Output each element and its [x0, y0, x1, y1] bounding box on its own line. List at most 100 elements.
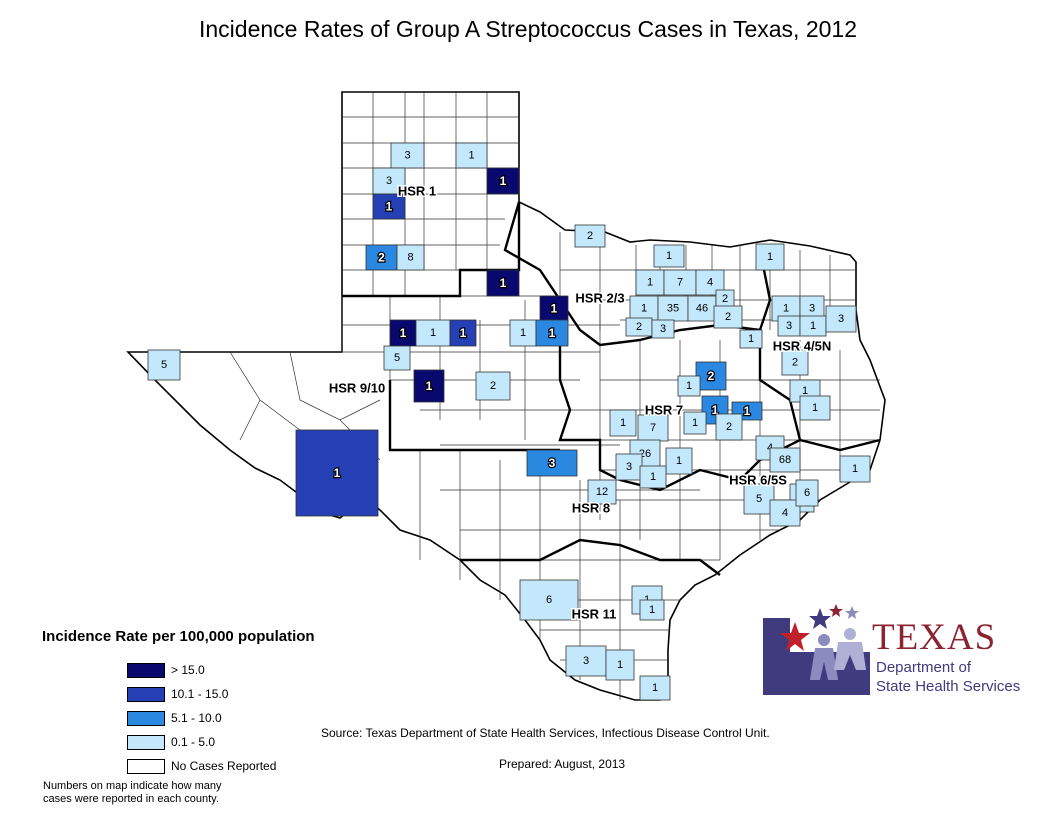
county-fill: [769, 447, 801, 473]
county-case-count: 1: [686, 380, 692, 392]
county-case-count: 68: [779, 454, 791, 466]
county-61: 6: [795, 479, 819, 507]
county-44: 1: [799, 395, 831, 421]
county-case-count: 1: [460, 326, 467, 340]
county-case-count: 1: [500, 174, 507, 188]
county-11: 7: [663, 269, 697, 296]
county-fill: [565, 645, 607, 677]
legend: Incidence Rate per 100,000 population > …: [40, 628, 380, 774]
county-fill: [390, 142, 425, 169]
county-case-count: 3: [809, 303, 815, 315]
legend-title: Incidence Rate per 100,000 population: [42, 628, 315, 645]
county-case-count: 1: [468, 150, 474, 162]
legend-swatch: [127, 734, 165, 750]
county-case-count: 1: [641, 303, 647, 315]
region-label: HSR 1: [398, 184, 436, 199]
source-text: Source: Texas Department of State Health…: [321, 726, 770, 740]
county-fill: [449, 319, 477, 347]
county-case-count: 1: [617, 659, 623, 671]
region-label: HSR 9/10: [329, 381, 385, 396]
county-35: 5: [147, 349, 181, 381]
county-fill: [665, 447, 693, 475]
county-fill: [383, 345, 411, 371]
county-case-count: 8: [407, 252, 413, 264]
legend-items: > 15.0 10.1 - 15.0 5.1 - 10.0 0.1 - 5.0 No C…: [127, 658, 276, 778]
county-case-count: 1: [852, 463, 858, 475]
county-case-count: 1: [666, 250, 672, 262]
county-7: 1: [486, 269, 520, 297]
county-30: 3: [777, 315, 801, 337]
county-fill: [486, 167, 520, 195]
county-fill: [365, 244, 398, 271]
county-52: 3: [526, 449, 578, 477]
county-case-count: 35: [667, 303, 679, 315]
legend-item: > 15.0: [127, 658, 276, 682]
county-5: 2: [365, 244, 398, 271]
county-fill: [639, 675, 671, 701]
county-fill: [755, 243, 785, 271]
county-case-count: 3: [660, 323, 666, 335]
county-fill: [486, 269, 520, 297]
county-fill: [651, 319, 675, 339]
county-13: 1: [755, 243, 785, 271]
county-case-count: 1: [520, 327, 526, 339]
county-case-count: 2: [792, 357, 798, 369]
county-53: 1: [295, 429, 379, 517]
county-case-count: 5: [161, 359, 167, 371]
county-case-count: 3: [386, 175, 392, 187]
county-64: 1: [639, 599, 665, 621]
county-fill: [795, 479, 819, 507]
county-case-count: 3: [583, 655, 589, 667]
county-case-count: 1: [748, 333, 754, 345]
county-fill: [475, 371, 511, 401]
county-case-count: 2: [722, 293, 728, 305]
county-case-count: 1: [549, 326, 556, 340]
county-case-count: 7: [677, 277, 683, 289]
county-31: 1: [799, 315, 827, 337]
county-case-count: 1: [767, 251, 773, 263]
county-fill: [683, 411, 707, 435]
region-label: HSR 8: [572, 501, 610, 516]
county-fill: [639, 465, 667, 489]
county-9: 1: [653, 244, 685, 268]
county-10: 1: [635, 269, 665, 296]
county-fill: [574, 224, 606, 248]
county-fill: [639, 599, 665, 621]
county-20: 2: [713, 305, 743, 329]
legend-swatch: [127, 686, 165, 702]
county-fill: [587, 479, 617, 505]
county-8: 2: [574, 224, 606, 248]
county-case-count: 1: [400, 326, 407, 340]
county-fill: [839, 455, 871, 483]
county-47: 1: [683, 411, 707, 435]
county-case-count: 1: [430, 327, 436, 339]
county-case-count: 12: [596, 486, 608, 498]
county-34: 2: [781, 349, 809, 376]
county-fill: [455, 142, 488, 169]
county-case-count: 2: [490, 380, 496, 392]
county-36: 5: [383, 345, 411, 371]
county-fill: [653, 244, 685, 268]
county-case-count: 4: [707, 277, 713, 289]
county-case-count: 3: [838, 313, 844, 325]
county-case-count: 1: [334, 466, 341, 480]
county-fill: [605, 649, 635, 681]
county-case-count: 6: [546, 594, 552, 606]
county-case-count: 7: [650, 422, 656, 434]
county-fill: [372, 167, 406, 195]
legend-label: 0.1 - 5.0: [171, 735, 216, 749]
county-fill: [526, 449, 578, 477]
county-case-count: 1: [744, 404, 751, 418]
county-case-count: 2: [708, 369, 715, 383]
county-case-count: 1: [810, 320, 816, 332]
county-24: 1: [449, 319, 477, 347]
county-50: 1: [665, 447, 693, 475]
county-fill: [799, 395, 831, 421]
county-16: 46: [687, 295, 717, 322]
county-fill: [413, 369, 445, 403]
region-label: HSR 2/3: [575, 291, 624, 306]
county-fill: [769, 499, 801, 527]
county-fill: [629, 295, 659, 322]
